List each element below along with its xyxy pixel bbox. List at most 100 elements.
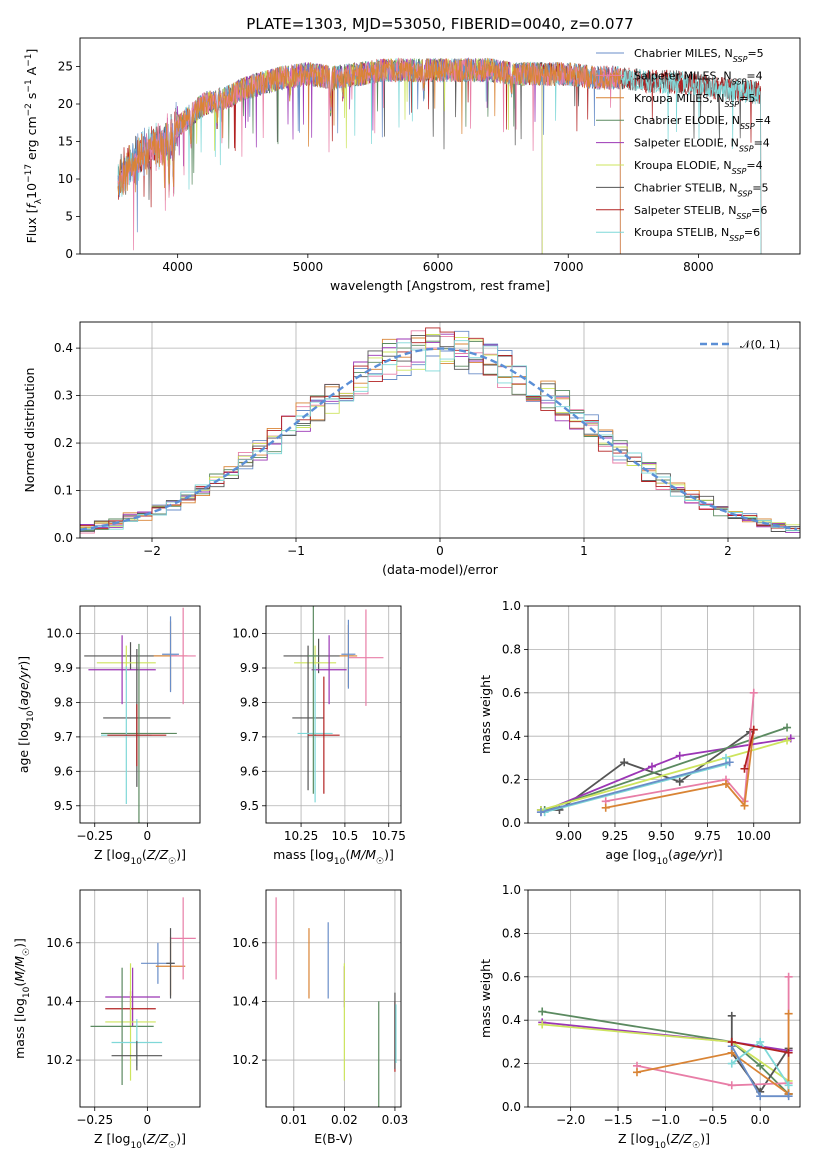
weight-line-1 xyxy=(540,737,791,813)
legend-text: Salpeter ELODIE, N xyxy=(634,137,739,150)
label-part: age [log xyxy=(16,722,31,773)
y-tick-label: 10.2 xyxy=(46,1053,73,1067)
label-part: )] xyxy=(12,938,27,948)
label-part: ( xyxy=(666,1131,671,1146)
weight-marker xyxy=(784,1092,793,1101)
x-tick-label: 6000 xyxy=(423,260,454,274)
label-part: ( xyxy=(345,847,350,862)
histogram-step-7 xyxy=(80,327,800,530)
label-part: A xyxy=(24,66,39,79)
weight-line-7 xyxy=(605,729,755,809)
legend-label: Kroupa STELIB, NSSP=6 xyxy=(634,226,760,243)
x-tick-label: 9.50 xyxy=(648,829,675,843)
plot-area xyxy=(266,606,401,823)
label-part: mass weight xyxy=(478,959,493,1038)
x-axis-label: (data-model)/error xyxy=(382,562,499,577)
label-part: ☉ xyxy=(376,857,384,867)
x-tick-label: −1.5 xyxy=(603,1113,632,1127)
figure-title: PLATE=1303, MJD=53050, FIBERID=0040, z=0… xyxy=(246,15,633,33)
y-tick-label: 9.9 xyxy=(240,661,259,675)
weight-marker xyxy=(727,1081,736,1090)
legend-label: Kroupa MILES, NSSP=5 xyxy=(634,92,755,109)
y-tick-label: 0.4 xyxy=(502,1013,521,1027)
legend-text: Chabrier ELODIE, N xyxy=(634,114,740,127)
weight-marker xyxy=(756,1092,765,1101)
y-tick-label: 0.0 xyxy=(54,531,73,545)
series-line-1 xyxy=(117,57,621,254)
y-axis-label: Normed distribution xyxy=(22,368,37,493)
x-tick-label: −1 xyxy=(287,544,305,558)
y-tick-label: 10.6 xyxy=(232,936,259,950)
y-tick-label: 0.0 xyxy=(502,1100,521,1114)
plot-area xyxy=(80,890,200,1107)
y-tick-label: 10.4 xyxy=(46,994,73,1008)
legend-sub: SSP xyxy=(724,99,739,108)
legend-text: Chabrier MILES, N xyxy=(634,47,733,60)
weight-marker xyxy=(538,1020,547,1029)
x-tick-label: 4000 xyxy=(162,260,193,274)
label-part: mass [log xyxy=(12,998,27,1059)
label-part: (data-model)/error xyxy=(382,562,499,577)
label-part: )] xyxy=(384,847,394,862)
label-part: )] xyxy=(16,656,31,666)
label-part: )] xyxy=(176,847,186,862)
plot-area xyxy=(266,890,401,1107)
label-part: erg cm xyxy=(24,116,39,164)
x-tick-label: 8000 xyxy=(683,260,714,274)
legend-tail: =6 xyxy=(751,204,767,217)
legend-label: 𝒩(0, 1) xyxy=(740,338,780,351)
y-axis-label: mass weight xyxy=(478,675,493,754)
weight-marker xyxy=(721,753,730,762)
legend-text: Kroupa STELIB, N xyxy=(634,226,729,239)
legend-sub: SSP xyxy=(729,234,744,243)
legend-sub: SSP xyxy=(733,55,748,64)
label-part: age/yr xyxy=(16,665,31,706)
label-part: Z [log xyxy=(94,847,130,862)
normal-curve xyxy=(80,347,798,531)
panel-mass-vs-Z: −0.25 010.210.410.6Z [log10(Z/Z☉)]mass [l… xyxy=(12,889,201,1151)
label-part: mass [log xyxy=(273,847,334,862)
y-tick-label: 10.6 xyxy=(46,936,73,950)
x-tick-label: 1 xyxy=(580,544,588,558)
label-part: λ xyxy=(34,198,44,204)
weight-marker xyxy=(601,803,610,812)
x-axis-label: Z [log10(Z/Z☉)] xyxy=(94,1131,186,1151)
weight-marker xyxy=(727,1011,736,1020)
weight-marker xyxy=(538,1007,547,1016)
legend-tail: =5 xyxy=(752,181,768,194)
weight-line-8 xyxy=(743,729,755,770)
x-tick-label: 9.25 xyxy=(602,829,629,843)
legend-text: Kroupa ELODIE, N xyxy=(634,159,732,172)
label-part: −2 xyxy=(24,103,34,116)
label-part: −1 xyxy=(24,53,34,66)
label-part: 10 xyxy=(22,986,32,998)
weight-marker xyxy=(725,758,734,767)
x-tick-label: 10.00 xyxy=(737,829,771,843)
y-tick-label: 0.3 xyxy=(54,389,73,403)
legend-tail: =5 xyxy=(739,92,755,105)
panel-mass-vs-EBV: 0.01 0.02 0.03 10.2 10.4 10.6 E(B-V) xyxy=(232,889,408,1146)
label-part: E(B-V) xyxy=(314,1131,353,1146)
legend-label: Salpeter ELODIE, NSSP=4 xyxy=(634,137,770,154)
x-tick-label: 0 xyxy=(144,1113,152,1127)
x-tick-label: 10.5 xyxy=(332,829,359,843)
y-tick-label: 0.8 xyxy=(502,926,521,940)
y-tick-label: 0.2 xyxy=(502,1057,521,1071)
weight-marker xyxy=(784,972,793,981)
label-part: 10 xyxy=(24,183,39,199)
legend-text: Salpeter MILES, N xyxy=(634,69,732,82)
label-part: ( xyxy=(16,706,31,711)
label-part: ☉ xyxy=(168,857,176,867)
legend-sub: SSP xyxy=(740,122,755,131)
y-tick-label: 1.0 xyxy=(502,599,521,613)
y-tick-label: 25 xyxy=(58,60,73,74)
y-tick-label: 0.4 xyxy=(54,341,73,355)
axes-frame xyxy=(79,321,801,539)
y-tick-label: 0.6 xyxy=(502,970,521,984)
x-tick-label: 0 xyxy=(436,544,444,558)
label-part: 10 xyxy=(26,710,36,722)
label-part: f xyxy=(24,203,39,209)
label-part: Flux [ xyxy=(24,209,39,244)
series-line-4 xyxy=(164,57,543,254)
x-tick-label: −2 xyxy=(143,544,161,558)
